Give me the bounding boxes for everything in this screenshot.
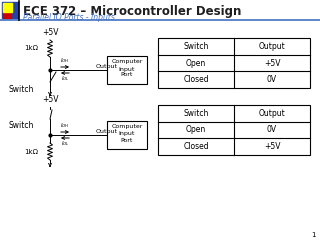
Text: Switch: Switch xyxy=(183,109,209,118)
Text: Open: Open xyxy=(186,59,206,67)
Text: Output: Output xyxy=(96,64,118,69)
Text: Switch: Switch xyxy=(9,85,34,95)
Text: $I_{OL}$: $I_{OL}$ xyxy=(61,139,69,148)
Text: 1kΩ: 1kΩ xyxy=(24,149,38,155)
Text: 1: 1 xyxy=(311,232,316,238)
Text: Parallel IO Ports - Inputs: Parallel IO Ports - Inputs xyxy=(23,13,115,22)
Text: +5V: +5V xyxy=(264,59,280,67)
Text: $I_{OH}$: $I_{OH}$ xyxy=(60,56,70,65)
Text: Output: Output xyxy=(96,129,118,134)
Bar xyxy=(3,10,11,18)
Text: +5V: +5V xyxy=(42,28,58,37)
Text: Closed: Closed xyxy=(183,142,209,151)
Text: Computer: Computer xyxy=(111,124,143,129)
Text: Computer: Computer xyxy=(111,59,143,64)
Text: Input: Input xyxy=(119,132,135,137)
Bar xyxy=(107,121,147,149)
Text: Output: Output xyxy=(259,42,285,51)
Text: Switch: Switch xyxy=(9,120,34,130)
Bar xyxy=(2,2,18,18)
Text: $I_{OL}$: $I_{OL}$ xyxy=(61,74,69,83)
Text: Port: Port xyxy=(121,72,133,78)
Text: Closed: Closed xyxy=(183,75,209,84)
Text: Switch: Switch xyxy=(183,42,209,51)
Text: Input: Input xyxy=(119,66,135,72)
Text: Output: Output xyxy=(259,109,285,118)
Text: +5V: +5V xyxy=(42,95,58,104)
Bar xyxy=(107,56,147,84)
Text: ECE 372 – Microcontroller Design: ECE 372 – Microcontroller Design xyxy=(23,5,241,18)
Text: Open: Open xyxy=(186,126,206,134)
Text: +5V: +5V xyxy=(264,142,280,151)
Text: 0V: 0V xyxy=(267,126,277,134)
Bar xyxy=(3,3,12,12)
Bar xyxy=(158,38,310,88)
Text: Port: Port xyxy=(121,138,133,143)
Text: 0V: 0V xyxy=(267,75,277,84)
Bar xyxy=(158,105,310,155)
Text: $I_{OH}$: $I_{OH}$ xyxy=(60,121,70,130)
Text: 1kΩ: 1kΩ xyxy=(24,46,38,52)
